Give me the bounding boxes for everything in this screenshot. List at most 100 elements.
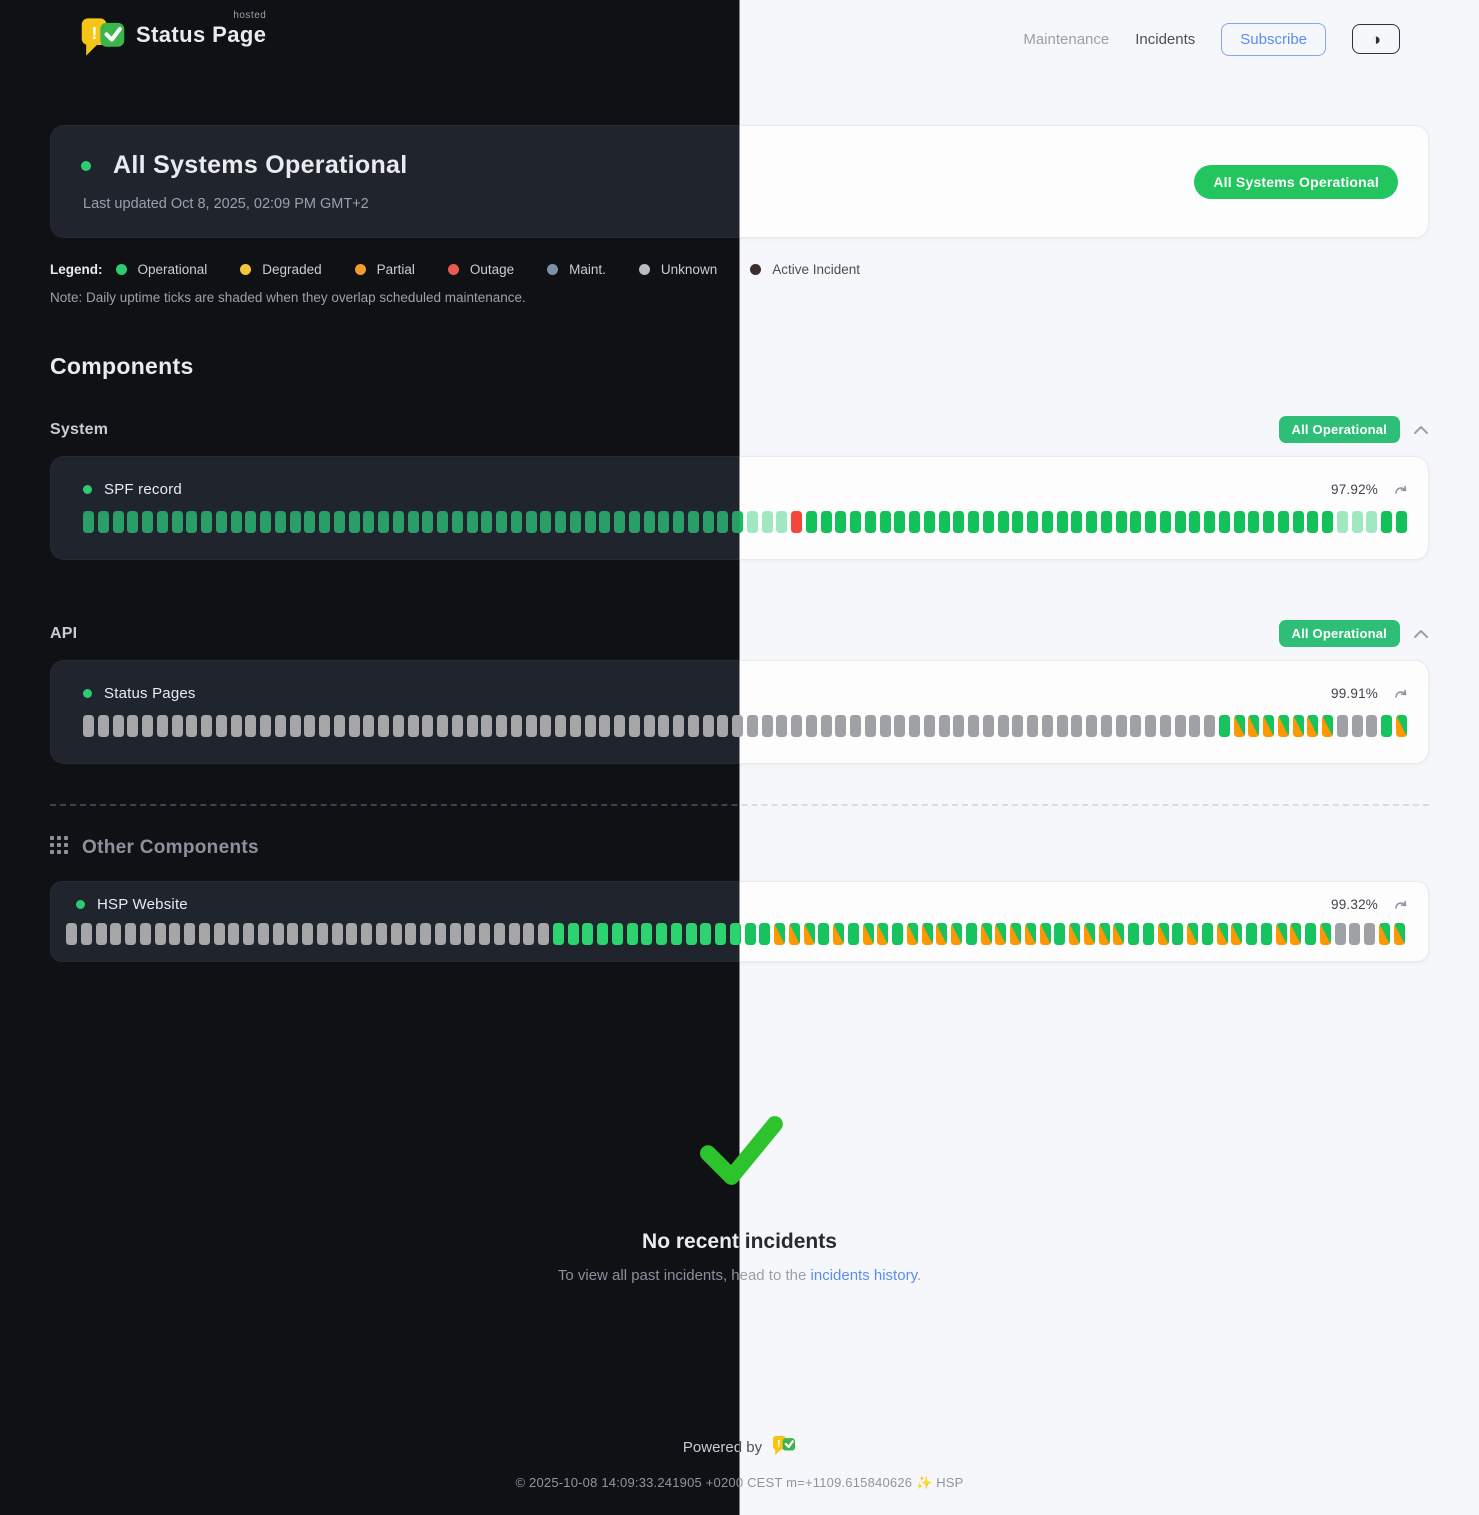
uptime-tick[interactable] bbox=[1071, 715, 1083, 737]
uptime-tick[interactable] bbox=[643, 511, 655, 533]
uptime-tick[interactable] bbox=[1056, 511, 1068, 533]
footer-logo-icon[interactable]: ! bbox=[772, 1434, 796, 1461]
uptime-tick[interactable] bbox=[1174, 511, 1186, 533]
uptime-tick[interactable] bbox=[628, 511, 640, 533]
uptime-tick[interactable] bbox=[982, 715, 994, 737]
uptime-tick[interactable] bbox=[407, 511, 419, 533]
uptime-tick[interactable] bbox=[112, 715, 124, 737]
uptime-tick[interactable] bbox=[643, 715, 655, 737]
uptime-tick[interactable] bbox=[1322, 511, 1333, 533]
uptime-tick[interactable] bbox=[729, 923, 741, 945]
uptime-tick[interactable] bbox=[687, 715, 699, 737]
uptime-tick[interactable] bbox=[230, 511, 242, 533]
uptime-tick[interactable] bbox=[1366, 511, 1378, 533]
uptime-tick[interactable] bbox=[1349, 923, 1361, 945]
uptime-tick[interactable] bbox=[938, 715, 950, 737]
uptime-tick[interactable] bbox=[481, 511, 493, 533]
uptime-tick[interactable] bbox=[169, 923, 181, 945]
uptime-tick[interactable] bbox=[80, 923, 92, 945]
chevron-up-icon[interactable] bbox=[1413, 629, 1429, 639]
uptime-tick[interactable] bbox=[702, 511, 714, 533]
uptime-tick[interactable] bbox=[923, 715, 935, 737]
uptime-tick[interactable] bbox=[260, 715, 271, 737]
uptime-tick[interactable] bbox=[953, 511, 965, 533]
uptime-tick[interactable] bbox=[110, 923, 122, 945]
uptime-tick[interactable] bbox=[732, 511, 743, 533]
uptime-tick[interactable] bbox=[1056, 715, 1068, 737]
uptime-tick[interactable] bbox=[1305, 923, 1316, 945]
uptime-tick[interactable] bbox=[274, 715, 286, 737]
refresh-icon[interactable] bbox=[1394, 688, 1408, 700]
uptime-tick[interactable] bbox=[892, 923, 903, 945]
uptime-tick[interactable] bbox=[1260, 923, 1272, 945]
uptime-tick[interactable] bbox=[1041, 715, 1053, 737]
uptime-tick[interactable] bbox=[864, 715, 876, 737]
uptime-tick[interactable] bbox=[1336, 511, 1348, 533]
uptime-tick[interactable] bbox=[363, 715, 375, 737]
uptime-tick[interactable] bbox=[540, 715, 552, 737]
uptime-tick[interactable] bbox=[909, 511, 920, 533]
uptime-tick[interactable] bbox=[1086, 715, 1097, 737]
uptime-tick[interactable] bbox=[243, 923, 254, 945]
uptime-tick[interactable] bbox=[171, 511, 183, 533]
uptime-tick[interactable] bbox=[614, 511, 625, 533]
uptime-tick[interactable] bbox=[774, 923, 785, 945]
uptime-tick[interactable] bbox=[717, 511, 729, 533]
uptime-tick[interactable] bbox=[1381, 511, 1392, 533]
uptime-tick[interactable] bbox=[142, 511, 153, 533]
uptime-tick[interactable] bbox=[422, 511, 434, 533]
uptime-tick[interactable] bbox=[272, 923, 284, 945]
uptime-tick[interactable] bbox=[906, 923, 918, 945]
uptime-tick[interactable] bbox=[1248, 511, 1260, 533]
uptime-tick[interactable] bbox=[1351, 715, 1363, 737]
uptime-tick[interactable] bbox=[496, 511, 507, 533]
uptime-tick[interactable] bbox=[1128, 923, 1139, 945]
uptime-tick[interactable] bbox=[1233, 715, 1245, 737]
uptime-tick[interactable] bbox=[260, 511, 271, 533]
uptime-tick[interactable] bbox=[525, 715, 537, 737]
uptime-tick[interactable] bbox=[1100, 511, 1112, 533]
uptime-tick[interactable] bbox=[302, 923, 313, 945]
uptime-tick[interactable] bbox=[493, 923, 505, 945]
uptime-tick[interactable] bbox=[968, 715, 979, 737]
uptime-tick[interactable] bbox=[877, 923, 889, 945]
uptime-tick[interactable] bbox=[584, 715, 596, 737]
uptime-tick[interactable] bbox=[1277, 715, 1289, 737]
uptime-tick[interactable] bbox=[626, 923, 638, 945]
uptime-tick[interactable] bbox=[215, 511, 227, 533]
uptime-tick[interactable] bbox=[1351, 511, 1363, 533]
uptime-tick[interactable] bbox=[818, 923, 830, 945]
uptime-tick[interactable] bbox=[803, 923, 815, 945]
uptime-tick[interactable] bbox=[523, 923, 535, 945]
uptime-tick[interactable] bbox=[776, 715, 788, 737]
uptime-tick[interactable] bbox=[139, 923, 151, 945]
uptime-tick[interactable] bbox=[304, 511, 316, 533]
uptime-tick[interactable] bbox=[1174, 715, 1186, 737]
uptime-tick[interactable] bbox=[479, 923, 490, 945]
uptime-tick[interactable] bbox=[230, 715, 242, 737]
uptime-tick[interactable] bbox=[850, 511, 861, 533]
uptime-tick[interactable] bbox=[1142, 923, 1154, 945]
uptime-tick[interactable] bbox=[1307, 715, 1319, 737]
uptime-tick[interactable] bbox=[864, 511, 876, 533]
incidents-history-link[interactable]: incidents history bbox=[810, 1267, 917, 1284]
uptime-tick[interactable] bbox=[198, 923, 210, 945]
uptime-tick[interactable] bbox=[894, 715, 906, 737]
uptime-tick[interactable] bbox=[215, 715, 227, 737]
uptime-tick[interactable] bbox=[1201, 923, 1213, 945]
uptime-tick[interactable] bbox=[464, 923, 476, 945]
uptime-tick[interactable] bbox=[125, 923, 136, 945]
uptime-tick[interactable] bbox=[567, 923, 579, 945]
uptime-tick[interactable] bbox=[833, 923, 844, 945]
uptime-tick[interactable] bbox=[1322, 715, 1333, 737]
uptime-tick[interactable] bbox=[95, 923, 107, 945]
uptime-tick[interactable] bbox=[951, 923, 962, 945]
uptime-tick[interactable] bbox=[510, 511, 522, 533]
uptime-tick[interactable] bbox=[127, 715, 139, 737]
uptime-tick[interactable] bbox=[437, 511, 448, 533]
uptime-tick[interactable] bbox=[555, 715, 566, 737]
uptime-tick[interactable] bbox=[965, 923, 977, 945]
uptime-tick[interactable] bbox=[739, 511, 743, 533]
uptime-tick[interactable] bbox=[378, 511, 389, 533]
uptime-tick[interactable] bbox=[673, 715, 684, 737]
